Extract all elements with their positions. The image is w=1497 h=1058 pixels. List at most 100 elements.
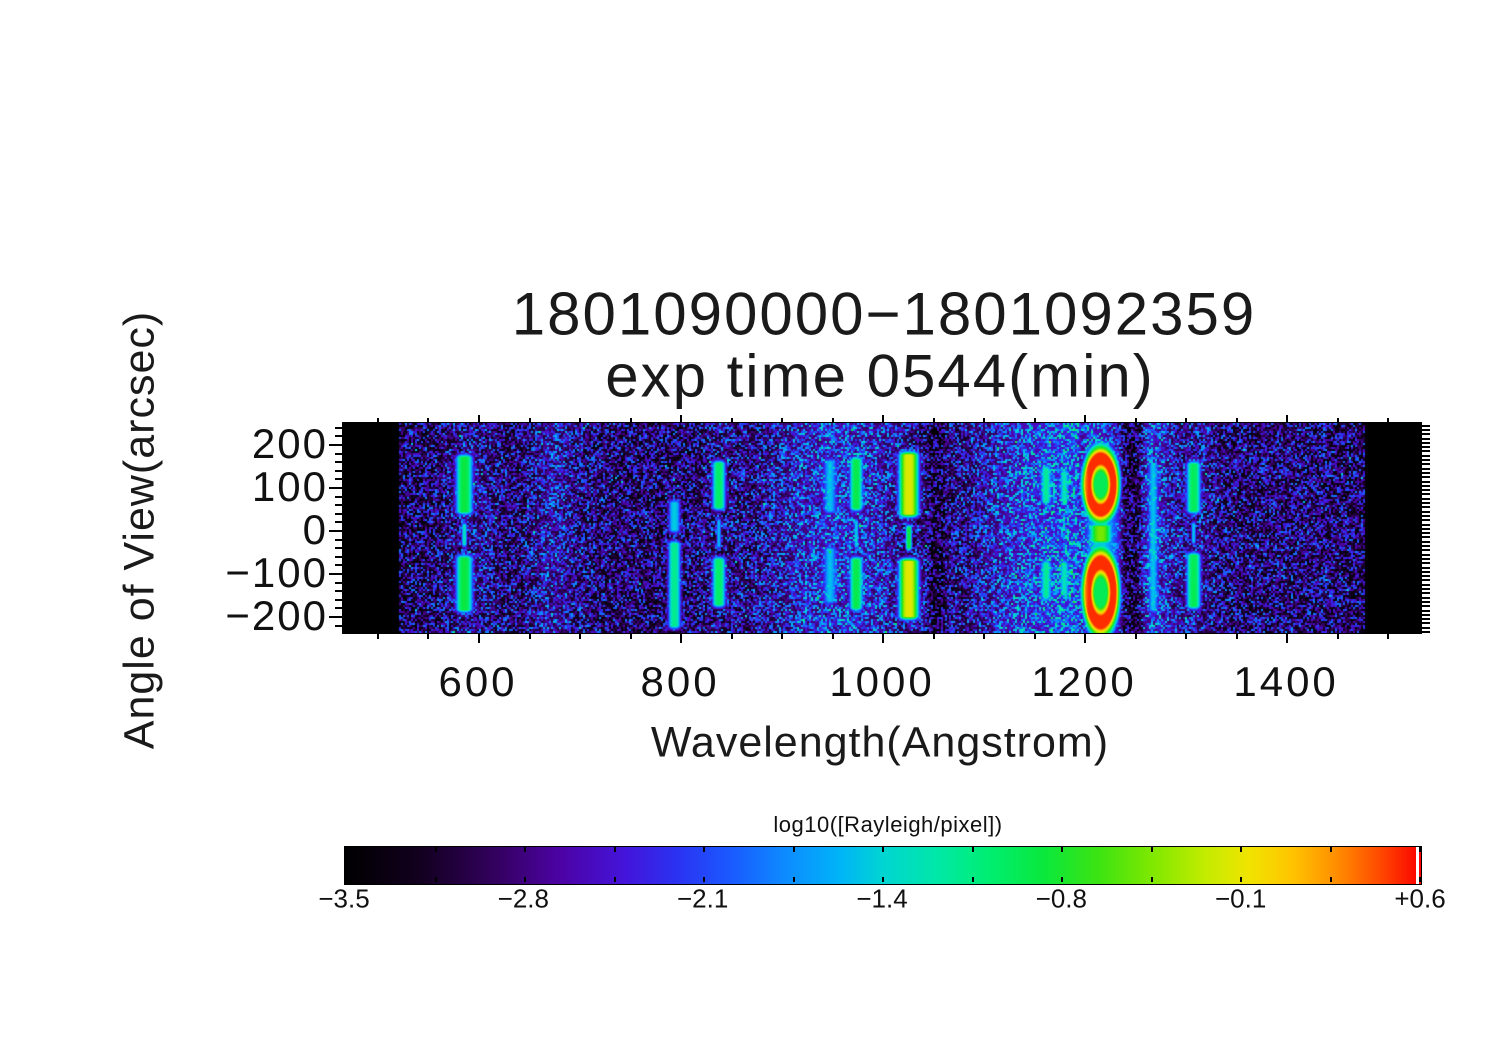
tick-mark [983,418,985,422]
tick-mark [478,634,480,643]
tick-mark [1422,498,1430,500]
tick-mark [1422,493,1430,495]
tick-mark [335,461,342,463]
colorbar [344,846,1422,885]
colorbar-tick [1419,877,1421,882]
tick-mark [1422,446,1430,448]
tick-mark [1422,558,1430,560]
tick-mark [1185,418,1187,422]
tick-mark [1422,575,1430,577]
colorbar-title: log10([Rayleigh/pixel]) [773,812,1002,838]
colorbar-tick [1419,847,1421,852]
tick-mark [1422,618,1430,620]
tick-mark [329,444,342,446]
y-axis-label: Angle of View(arcsec) [116,311,165,749]
tick-mark [1422,571,1430,573]
tick-mark [1422,481,1430,483]
tick-mark [1422,627,1430,629]
tick-mark [1286,634,1288,643]
tick-mark [335,435,342,437]
tick-mark [377,418,379,422]
y-tick-label: −100 [225,549,328,597]
tick-mark [680,415,682,422]
tick-mark [1422,442,1430,444]
tick-mark [1422,588,1430,590]
x-tick-label: 1400 [1233,658,1338,706]
tick-mark [1422,455,1430,457]
tick-mark [1185,634,1187,639]
tick-mark [1034,418,1036,422]
y-tick-label: −200 [225,592,328,640]
tick-mark [1422,536,1430,538]
colorbar-tick-label: −2.1 [677,884,728,915]
colorbar-tick-label: +0.6 [1394,884,1445,915]
tick-mark [933,634,935,639]
tick-mark [335,478,342,480]
tick-mark [1034,634,1036,639]
tick-mark [680,634,682,643]
tick-mark [1236,634,1238,639]
colorbar-tick [882,847,884,852]
tick-mark [1422,450,1430,452]
colorbar-tick [703,847,705,852]
tick-mark [579,418,581,422]
tick-mark [933,418,935,422]
tick-mark [329,616,342,618]
tick-mark [335,625,342,627]
tick-mark [1422,605,1430,607]
tick-mark [1422,429,1430,431]
tick-mark [335,453,342,455]
tick-mark [1422,425,1430,427]
tick-mark [335,539,342,541]
tick-mark [1286,415,1288,422]
tick-mark [1422,524,1430,526]
tick-mark [1422,433,1430,435]
colorbar-tick [1061,877,1063,882]
hisaki-euv-spectrogram-figure: 1801090000−1801092359 exp time 0544(min)… [0,0,1497,1058]
colorbar-tick [345,877,347,882]
tick-mark [1387,634,1389,639]
tick-mark [329,573,342,575]
x-tick-label: 800 [640,658,719,706]
colorbar-tick-label: −0.8 [1036,884,1087,915]
x-axis-label: Wavelength(Angstrom) [651,719,1109,768]
tick-mark [1422,476,1430,478]
tick-mark [377,634,379,639]
tick-mark [1422,489,1430,491]
tick-mark [731,634,733,639]
colorbar-tick [435,847,437,852]
tick-mark [1422,502,1430,504]
tick-mark [882,415,884,422]
colorbar-tick [1240,877,1242,882]
tick-mark [1422,532,1430,534]
tick-mark [1422,554,1430,556]
tick-mark [335,470,342,472]
tick-mark [1084,415,1086,422]
tick-mark [1422,579,1430,581]
tick-mark [1135,634,1137,639]
colorbar-tick-label: −1.4 [856,884,907,915]
tick-mark [427,634,429,639]
tick-mark [335,504,342,506]
colorbar-tick [882,877,884,882]
tick-mark [1422,562,1430,564]
plot-title-line2: exp time 0544(min) [605,342,1155,411]
tick-mark [1422,549,1430,551]
colorbar-tick [703,877,705,882]
tick-mark [1084,634,1086,643]
colorbar-tick [435,877,437,882]
colorbar-tick [972,847,974,852]
tick-mark [335,427,342,429]
tick-mark [781,634,783,639]
tick-mark [335,607,342,609]
colorbar-tick [1330,847,1332,852]
tick-mark [335,582,342,584]
colorbar-tick [1061,847,1063,852]
tick-mark [832,634,834,639]
plot-axes-frame [342,422,1422,634]
colorbar-tick [1151,847,1153,852]
tick-mark [1422,614,1430,616]
colorbar-tick [524,847,526,852]
tick-mark [781,418,783,422]
tick-mark [1422,592,1430,594]
